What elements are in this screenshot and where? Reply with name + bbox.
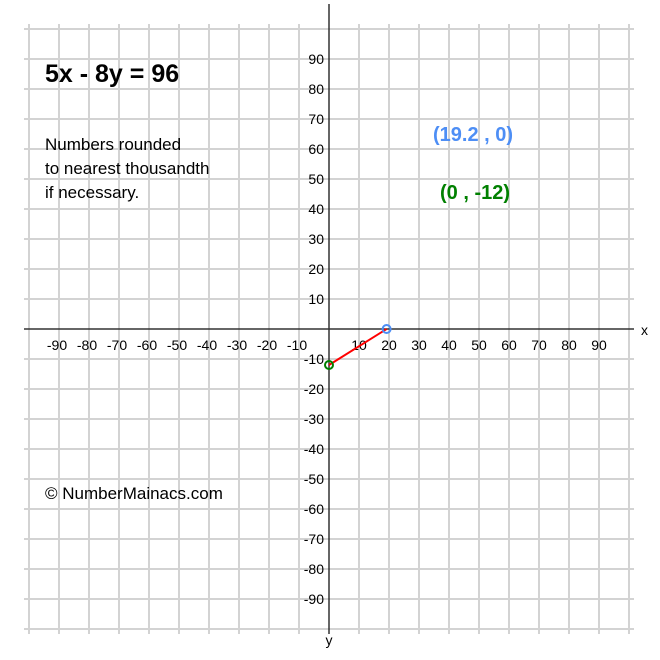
y-tick-label: -10 <box>304 351 324 367</box>
note-line: to nearest thousandth <box>45 159 210 178</box>
rounding-note: Numbers rounded to nearest thousandth if… <box>45 133 209 205</box>
y-tick-label: 10 <box>308 291 324 307</box>
x-tick-label: -60 <box>137 337 157 353</box>
y-tick-label: 60 <box>308 141 324 157</box>
x-tick-label: 50 <box>471 337 487 353</box>
y-tick-label: 20 <box>308 261 324 277</box>
x-tick-label: -70 <box>107 337 127 353</box>
x-intercept-label: (19.2 , 0) <box>433 124 514 146</box>
x-tick-label: 70 <box>531 337 547 353</box>
note-line: if necessary. <box>45 183 140 202</box>
y-tick-label: -50 <box>304 471 324 487</box>
note-line: Numbers rounded <box>45 135 182 154</box>
y-tick-label: 30 <box>308 231 324 247</box>
y-intercept-label: (0 , -12) <box>440 182 511 204</box>
x-tick-label: 40 <box>441 337 457 353</box>
x-tick-label: -10 <box>287 337 307 353</box>
y-tick-label: -30 <box>304 411 324 427</box>
y-tick-label: 50 <box>308 171 324 187</box>
y-tick-label: -20 <box>304 381 324 397</box>
y-tick-label: 70 <box>308 111 324 127</box>
y-tick-label: -40 <box>304 441 324 457</box>
x-tick-label: 80 <box>561 337 577 353</box>
y-tick-label: -60 <box>304 501 324 517</box>
x-intercept-point <box>381 324 392 334</box>
y-tick-label: 90 <box>308 51 324 67</box>
y-intercept-point <box>324 360 334 370</box>
equation-line <box>328 328 388 366</box>
y-axis-label: y <box>326 632 333 648</box>
x-tick-label: -50 <box>167 337 187 353</box>
x-tick-label: -90 <box>47 337 67 353</box>
x-tick-label: 60 <box>501 337 517 353</box>
y-tick-label: 40 <box>308 201 324 217</box>
x-tick-label: -30 <box>227 337 247 353</box>
x-tick-label: 20 <box>381 337 397 353</box>
x-axis-label: x <box>641 322 648 338</box>
equation-title: 5x - 8y = 96 <box>45 60 180 88</box>
x-tick-label: -40 <box>197 337 217 353</box>
y-tick-label: -90 <box>304 591 324 607</box>
x-tick-label: 90 <box>591 337 607 353</box>
copyright: © NumberMainacs.com <box>45 484 223 503</box>
x-tick-label: -20 <box>257 337 277 353</box>
x-tick-label: -80 <box>77 337 97 353</box>
y-tick-label: 80 <box>308 81 324 97</box>
y-tick-label: -70 <box>304 531 324 547</box>
y-tick-label: -80 <box>304 561 324 577</box>
x-tick-label: 30 <box>411 337 427 353</box>
